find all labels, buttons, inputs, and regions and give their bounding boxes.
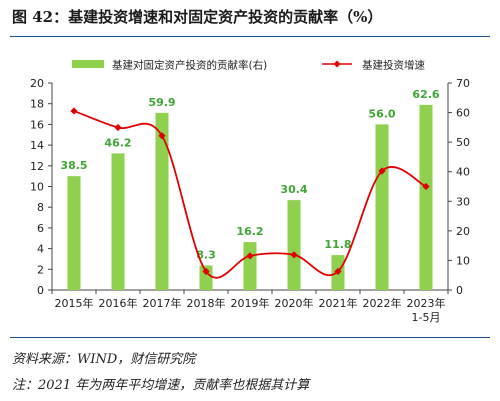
legend: 基建对固定资产投资的贡献率(右) 基建投资增速	[72, 59, 425, 72]
legend-line-label: 基建投资增速	[362, 59, 425, 72]
right-axis: 0 10 20 30 40 50 60 70	[447, 77, 470, 297]
line-point	[378, 167, 386, 175]
bar-data-labels: 38.5 46.2 59.9 8.3 16.2 30.4 11.8 56.0 62.6	[60, 88, 439, 262]
x-tick-label: 2022年	[363, 296, 402, 310]
x-tick-label: 1-5月	[412, 311, 441, 324]
left-tick-label: 14	[30, 139, 44, 152]
bar	[375, 124, 389, 291]
right-tick-label: 50	[456, 136, 470, 149]
line-point	[422, 182, 430, 191]
left-tick-label: 0	[37, 284, 44, 297]
x-tick-label: 2019年	[231, 296, 270, 310]
line-point	[334, 267, 342, 275]
bar	[419, 104, 433, 290]
right-tick-label: 60	[456, 107, 470, 120]
chart: 基建对固定资产投资的贡献率(右) 基建投资增速 0 2 4 6 8 10 12 14 16 18 2…	[30, 59, 470, 325]
left-tick-label: 10	[30, 181, 44, 194]
bar	[67, 176, 81, 290]
bar-data-label: 46.2	[104, 136, 131, 149]
left-tick-label: 8	[37, 201, 44, 214]
line-point	[114, 123, 122, 132]
bar-data-label: 59.9	[148, 96, 175, 109]
bar-data-label: 56.0	[368, 107, 395, 120]
legend-bar-swatch	[72, 60, 104, 68]
title-rule	[10, 36, 490, 37]
source-note: 资料来源：WIND，财信研究院	[12, 352, 196, 367]
x-tick-label: 2020年	[275, 296, 314, 310]
right-tick-label: 30	[456, 195, 470, 208]
line-point	[202, 267, 210, 275]
bar-data-label: 62.6	[412, 88, 439, 101]
line-series	[70, 107, 430, 279]
x-tick-label: 2017年	[143, 296, 182, 310]
left-tick-label: 20	[30, 77, 44, 90]
left-tick-label: 16	[30, 118, 44, 131]
bar-data-label: 38.5	[60, 159, 87, 172]
bar	[287, 200, 301, 290]
left-axis: 0 2 4 6 8 10 12 14 16 18 20	[30, 77, 53, 297]
bar	[155, 112, 169, 290]
bar-data-label: 8.3	[196, 248, 216, 261]
right-tick-label: 20	[456, 225, 470, 238]
footer-rule	[10, 337, 490, 338]
right-tick-label: 70	[456, 77, 470, 90]
chart-title: 图 42：基建投资增速和对固定资产投资的贡献率（%）	[12, 8, 383, 26]
bar-data-label: 16.2	[236, 225, 263, 238]
x-tick-label: 2018年	[187, 296, 226, 310]
x-tick-label: 2021年	[319, 296, 358, 310]
right-tick-label: 10	[456, 254, 470, 267]
right-tick-label: 0	[456, 284, 463, 297]
left-tick-label: 4	[37, 243, 44, 256]
line-point	[246, 252, 254, 260]
line-point	[158, 132, 166, 140]
line-point	[70, 107, 78, 115]
bar-data-label: 11.8	[324, 238, 351, 251]
bar-series	[67, 104, 433, 291]
x-tick-label: 2023年	[407, 296, 446, 310]
legend-line-marker	[333, 60, 341, 68]
x-tick-label: 2016年	[99, 296, 138, 310]
left-tick-label: 18	[30, 98, 44, 111]
left-tick-label: 6	[37, 222, 44, 235]
bar	[111, 153, 125, 290]
legend-bar-label: 基建对固定资产投资的贡献率(右)	[112, 59, 267, 72]
footnote: 注：2021 年为两年平均增速，贡献率也根据其计算	[12, 378, 310, 393]
left-tick-label: 12	[30, 160, 44, 173]
left-tick-label: 2	[37, 263, 44, 276]
x-axis: 2015年 2016年 2017年 2018年 2019年 2020年 2021年 2022年…	[51, 289, 449, 324]
right-tick-label: 40	[456, 166, 470, 179]
bar-data-label: 30.4	[280, 183, 307, 196]
line-point	[290, 251, 298, 259]
bar	[243, 242, 257, 290]
x-tick-label: 2015年	[55, 296, 94, 310]
